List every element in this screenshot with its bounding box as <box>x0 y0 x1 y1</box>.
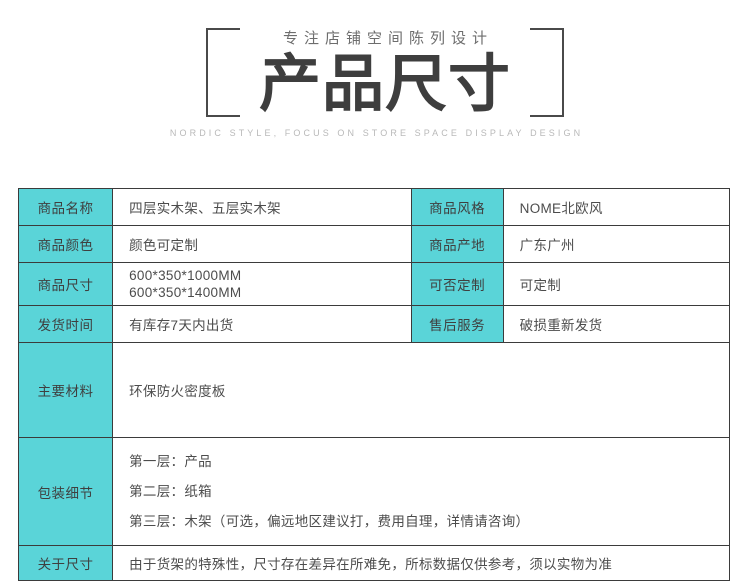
packaging-line-2: 第二层：纸箱 <box>129 483 212 499</box>
row-label-product-origin: 商品产地 <box>410 225 504 263</box>
row-value-about-size: 由于货架的特殊性，尺寸存在差异在所难免，所标数据仅供参考，须以实物为准 <box>112 545 730 581</box>
row-value-product-style: NOME北欧风 <box>502 188 731 226</box>
table-row: 商品尺寸 600*350*1000MM 600*350*1400MM 可否定制 … <box>17 262 731 306</box>
row-value-main-material: 环保防火密度板 <box>112 342 730 438</box>
row-label-product-style: 商品风格 <box>410 188 504 226</box>
row-label-about-size: 关于尺寸 <box>17 545 114 581</box>
row-label-product-color: 商品颜色 <box>17 225 114 263</box>
specification-table: 商品名称 四层实木架、五层实木架 商品风格 NOME北欧风 商品颜色 颜色可定制… <box>17 188 731 581</box>
page-title: 产品尺寸 <box>258 50 511 119</box>
row-label-packaging-details: 包装细节 <box>17 437 114 546</box>
size-line-2: 600*350*1400MM <box>129 285 242 300</box>
row-value-product-origin: 广东广州 <box>502 225 731 263</box>
table-row: 商品颜色 颜色可定制 商品产地 广东广州 <box>17 225 731 263</box>
table-row: 关于尺寸 由于货架的特殊性，尺寸存在差异在所难免，所标数据仅供参考，须以实物为准 <box>17 545 730 581</box>
row-value-shipping-time: 有库存7天内出货 <box>112 305 412 343</box>
row-value-packaging-details: 第一层：产品 第二层：纸箱 第三层：木架（可选，偏远地区建议打，费用自理，详情请… <box>112 437 730 546</box>
row-label-after-sales: 售后服务 <box>410 305 504 343</box>
table-row: 商品名称 四层实木架、五层实木架 商品风格 NOME北欧风 <box>17 188 731 226</box>
packaging-line-1: 第一层：产品 <box>129 453 212 469</box>
row-value-product-color: 颜色可定制 <box>112 225 412 263</box>
row-label-product-name: 商品名称 <box>17 188 114 226</box>
header-title-block: 专注店铺空间陈列设计 产品尺寸 <box>206 28 564 123</box>
table-row: 包装细节 第一层：产品 第二层：纸箱 第三层：木架（可选，偏远地区建议打，费用自… <box>17 437 730 546</box>
size-line-1: 600*350*1000MM <box>129 268 242 283</box>
row-value-after-sales: 破损重新发货 <box>502 305 731 343</box>
table-row: 主要材料 环保防火密度板 <box>17 342 730 438</box>
row-value-product-size: 600*350*1000MM 600*350*1400MM <box>112 262 412 306</box>
row-value-customizable: 可定制 <box>502 262 731 306</box>
row-label-shipping-time: 发货时间 <box>17 305 114 343</box>
row-label-product-size: 商品尺寸 <box>17 262 114 306</box>
table-row: 发货时间 有库存7天内出货 售后服务 破损重新发货 <box>17 305 731 343</box>
row-label-customizable: 可否定制 <box>410 262 504 306</box>
header-kicker: 专注店铺空间陈列设计 <box>282 30 493 47</box>
row-value-product-name: 四层实木架、五层实木架 <box>112 188 412 226</box>
header-subtitle: NORDIC STYLE, FOCUS ON STORE SPACE DISPL… <box>169 128 584 138</box>
page-header: 专注店铺空间陈列设计 产品尺寸 NORDIC STYLE, FOCUS ON S… <box>0 0 750 170</box>
row-label-main-material: 主要材料 <box>17 342 114 438</box>
packaging-line-3: 第三层：木架（可选，偏远地区建议打，费用自理，详情请咨询） <box>129 513 530 529</box>
